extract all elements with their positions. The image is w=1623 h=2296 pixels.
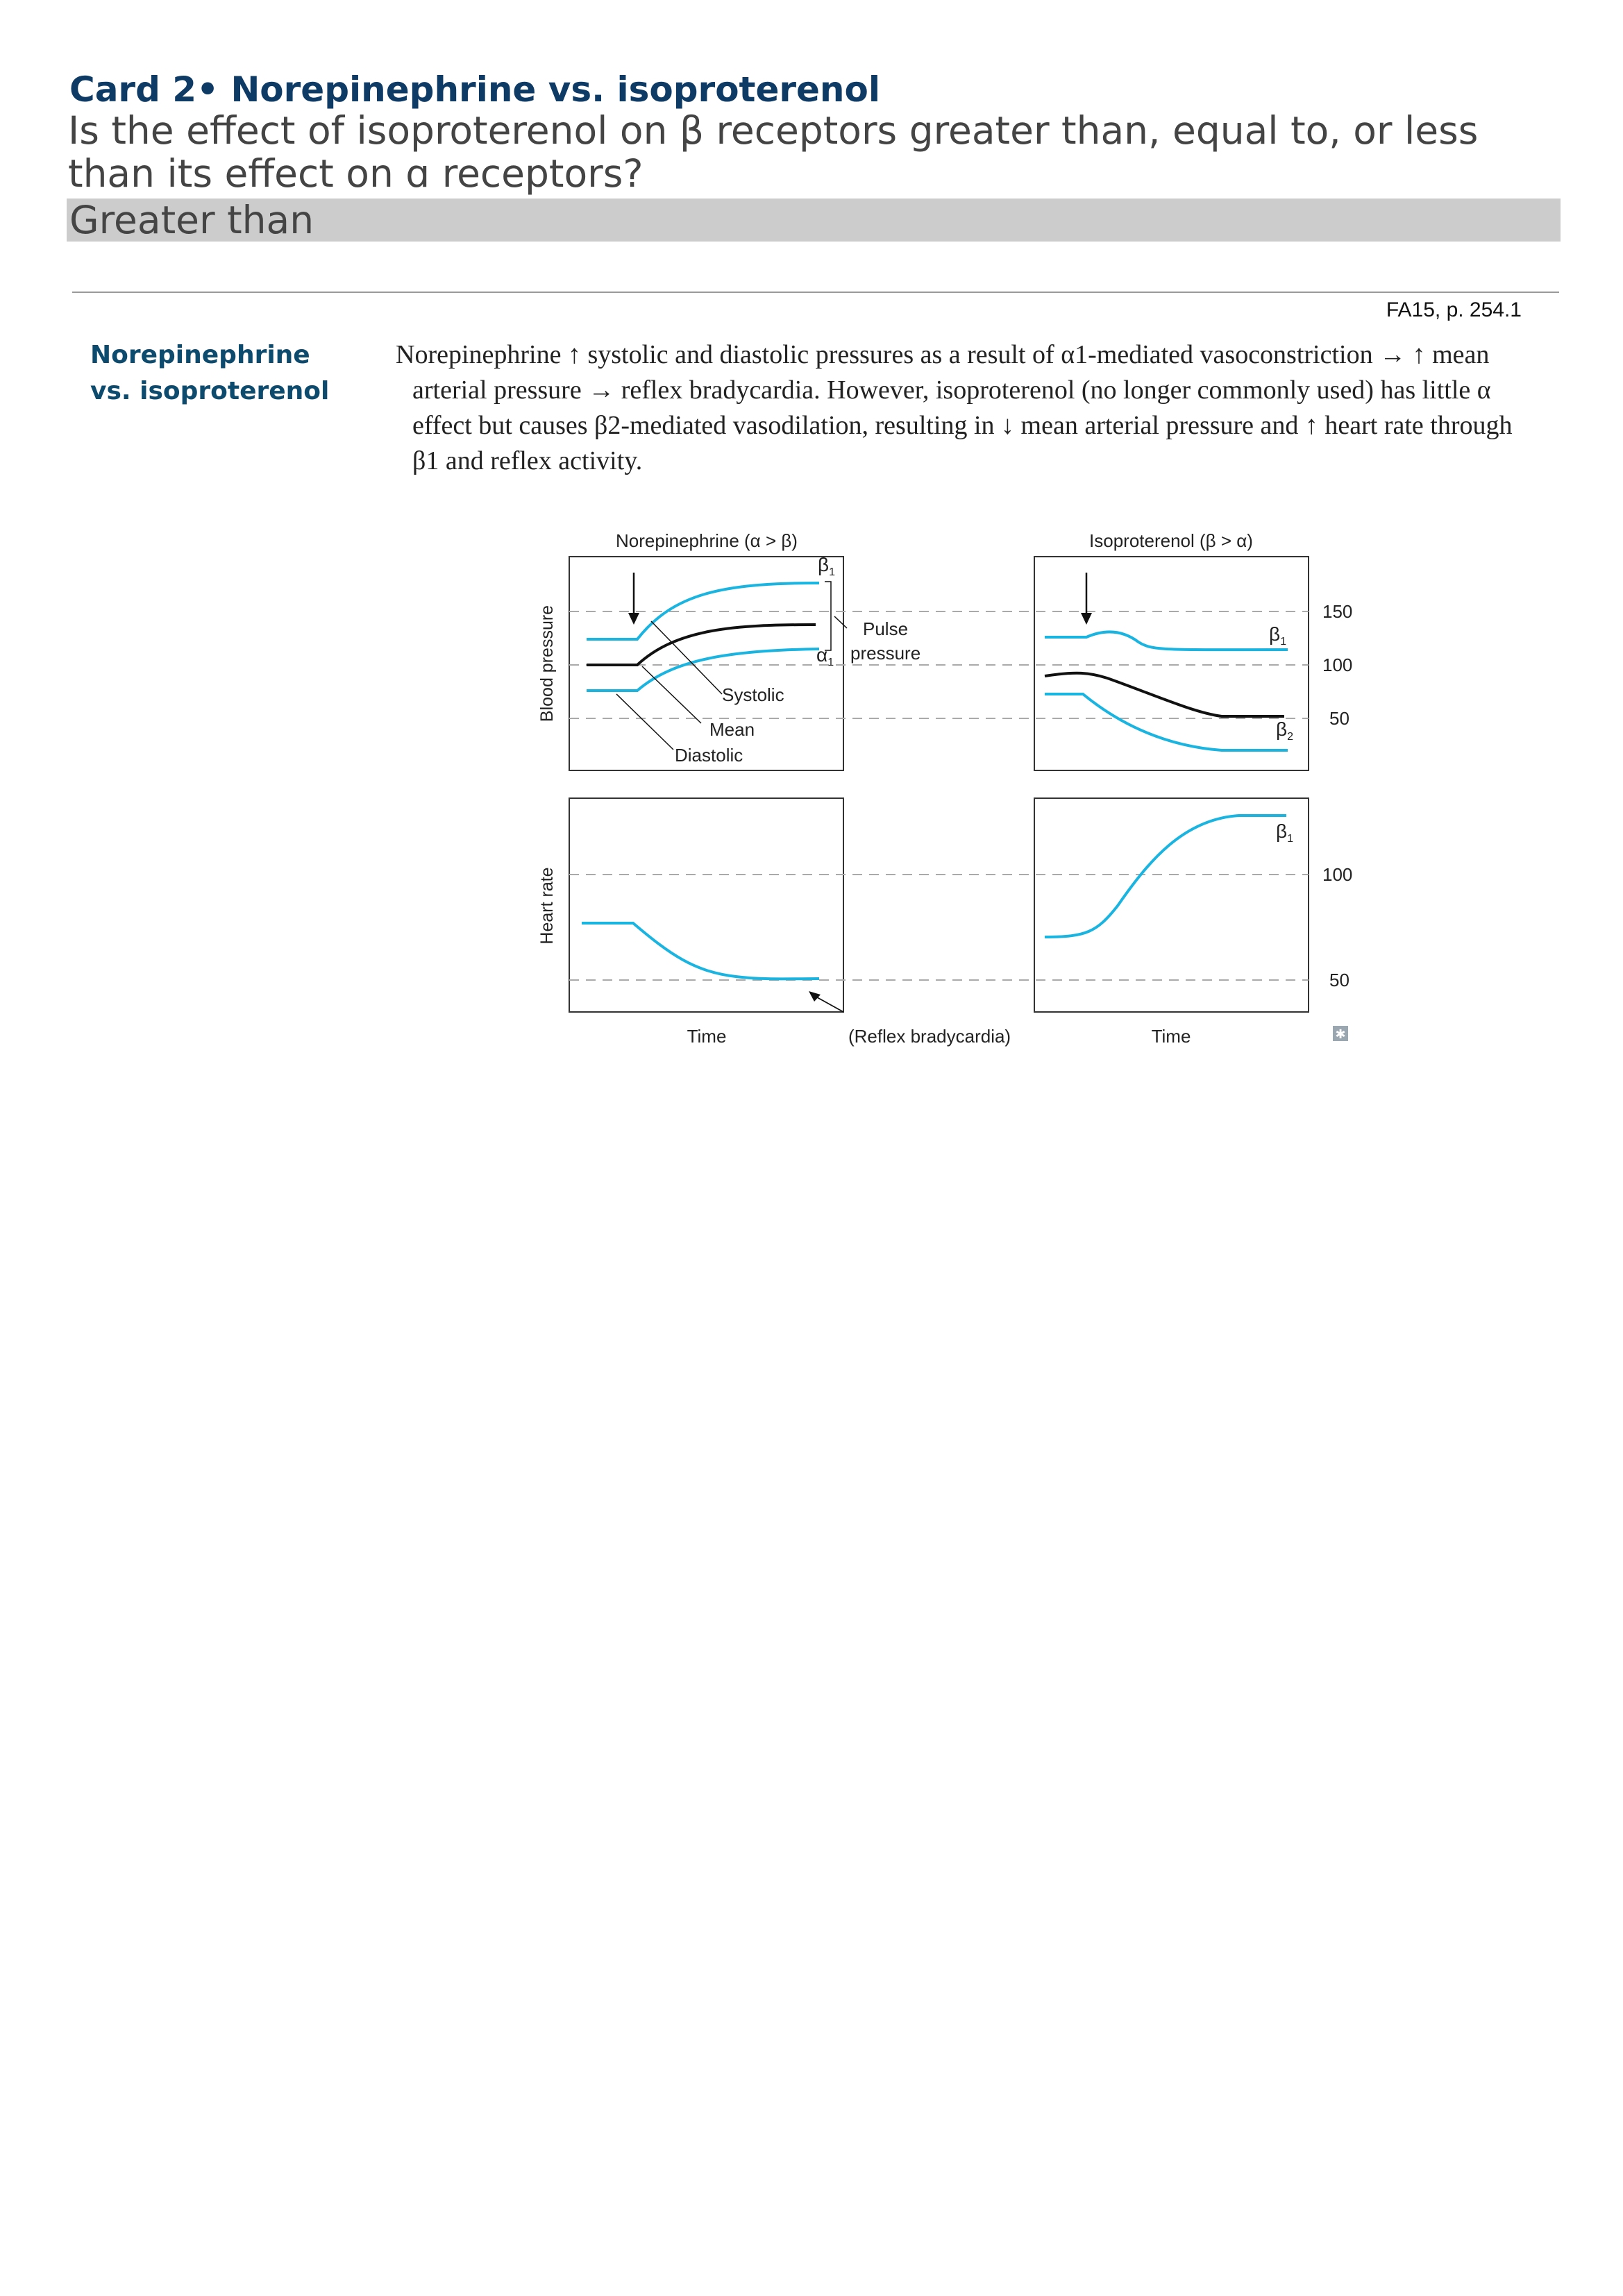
hr-axis-label: Heart rate: [537, 867, 557, 944]
ne-arrowhead-icon: [628, 613, 639, 625]
reflex-bradycardia-label: (Reflex bradycardia): [848, 1026, 1011, 1047]
topic-paragraph: Norepinephrine ↑ systolic and diastolic …: [396, 340, 1513, 475]
ne-time-label: Time: [687, 1026, 727, 1047]
diastolic-leader: [616, 693, 674, 750]
systolic-leader: [650, 621, 723, 695]
bp-hr-figure: Norepinephrine (α > β) Isoproterenol (β …: [528, 517, 1354, 1058]
figure-svg: Norepinephrine (α > β) Isoproterenol (β …: [537, 530, 1352, 1047]
ne-title: Norepinephrine (α > β): [616, 530, 798, 551]
pulse-leader: [834, 616, 848, 629]
pulse-pressure-bracket: [825, 581, 832, 651]
ne-alpha1-symbol: α1: [816, 644, 834, 668]
iso-hr-curve: [1044, 814, 1286, 938]
card-question: Is the effect of isoproterenol on β rece…: [68, 108, 1479, 196]
iso-title: Isoproterenol (β > α): [1089, 530, 1253, 551]
zoom-icon[interactable]: [1333, 1026, 1348, 1041]
card-title: Card 2• Norepinephrine vs. isoproterenol: [69, 69, 881, 110]
bp-tick-50: 50: [1329, 708, 1349, 729]
divider: [72, 292, 1559, 293]
iso-hr-beta1-symbol: β1: [1276, 820, 1293, 845]
hr-tick-50: 50: [1329, 970, 1349, 990]
ne-mean-curve: [587, 623, 816, 666]
ne-hr-curve: [582, 922, 820, 981]
iso-bp-beta1-symbol: β1: [1269, 623, 1286, 648]
ne-hr-panel: [569, 797, 844, 1013]
ne-diastolic-curve: [587, 648, 820, 692]
bp-axis-label: Blood pressure: [537, 605, 557, 722]
ne-beta1-symbol: β1: [818, 554, 835, 578]
iso-bp-panel: [1034, 556, 1309, 771]
hr-tick-100: 100: [1322, 864, 1352, 885]
reflex-arrowhead-icon: [809, 991, 821, 1002]
iso-beta2-symbol: β2: [1276, 718, 1293, 743]
pulse-label-line2: pressure: [850, 643, 920, 664]
ne-systolic-curve: [587, 582, 820, 641]
pulse-label-line1: Pulse: [863, 618, 908, 639]
systolic-label: Systolic: [722, 684, 784, 705]
bp-tick-100: 100: [1322, 655, 1352, 675]
mean-label: Mean: [709, 719, 755, 740]
bp-tick-150: 150: [1322, 601, 1352, 622]
mean-leader: [641, 666, 702, 724]
iso-time-label: Time: [1152, 1026, 1191, 1047]
zoom-icon-glyph: ✱: [1335, 1027, 1345, 1041]
iso-hr-panel: [1034, 797, 1309, 1013]
ne-bp-panel: [569, 556, 844, 771]
page-reference: FA15, p. 254.1: [1386, 298, 1522, 321]
topic-heading: Norepinephrine vs. isoproterenol: [90, 341, 330, 405]
card-answer: Greater than: [67, 199, 1561, 242]
iso-arrowhead-icon: [1081, 613, 1092, 625]
iso-diastolic-curve: [1045, 693, 1288, 752]
diastolic-label: Diastolic: [675, 745, 743, 766]
gridlines: [569, 611, 1309, 981]
iso-mean-curve: [1044, 671, 1284, 718]
iso-systolic-curve: [1045, 630, 1288, 652]
